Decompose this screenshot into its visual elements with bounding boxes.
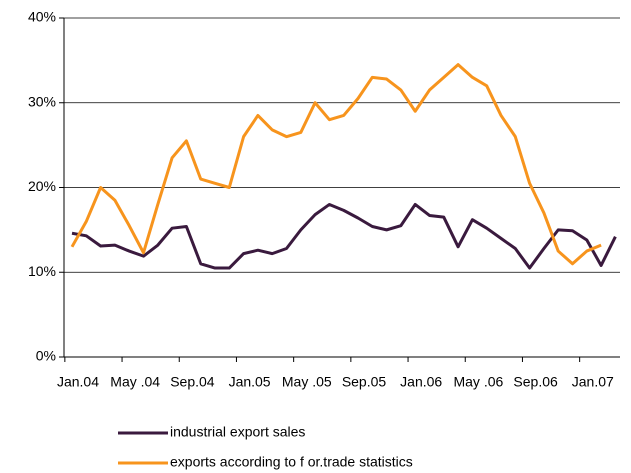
x-tick-label: Jan.06 — [400, 374, 442, 390]
x-tick-label: Jan.04 — [57, 374, 99, 390]
x-tick-label: Jan.05 — [229, 374, 271, 390]
x-tick-label: Jan.07 — [572, 374, 614, 390]
y-tick-label: 30% — [28, 93, 56, 109]
x-tick-label: Sep.05 — [342, 374, 387, 390]
legend-label: industrial export sales — [170, 424, 305, 440]
y-tick-label: 40% — [28, 9, 56, 25]
series-line — [70, 63, 602, 266]
x-tick-label: Sep.06 — [513, 374, 558, 390]
legend-label: exports according to f or.trade statisti… — [170, 454, 413, 470]
y-tick-label: 10% — [28, 263, 56, 279]
y-tick-label: 20% — [28, 178, 56, 194]
series-line — [71, 202, 617, 270]
x-tick-label: May .04 — [110, 374, 160, 390]
y-tick-label: 0% — [36, 348, 56, 364]
x-tick-label: May .06 — [453, 374, 503, 390]
x-tick-label: May .05 — [282, 374, 332, 390]
x-tick-label: Sep.04 — [170, 374, 215, 390]
